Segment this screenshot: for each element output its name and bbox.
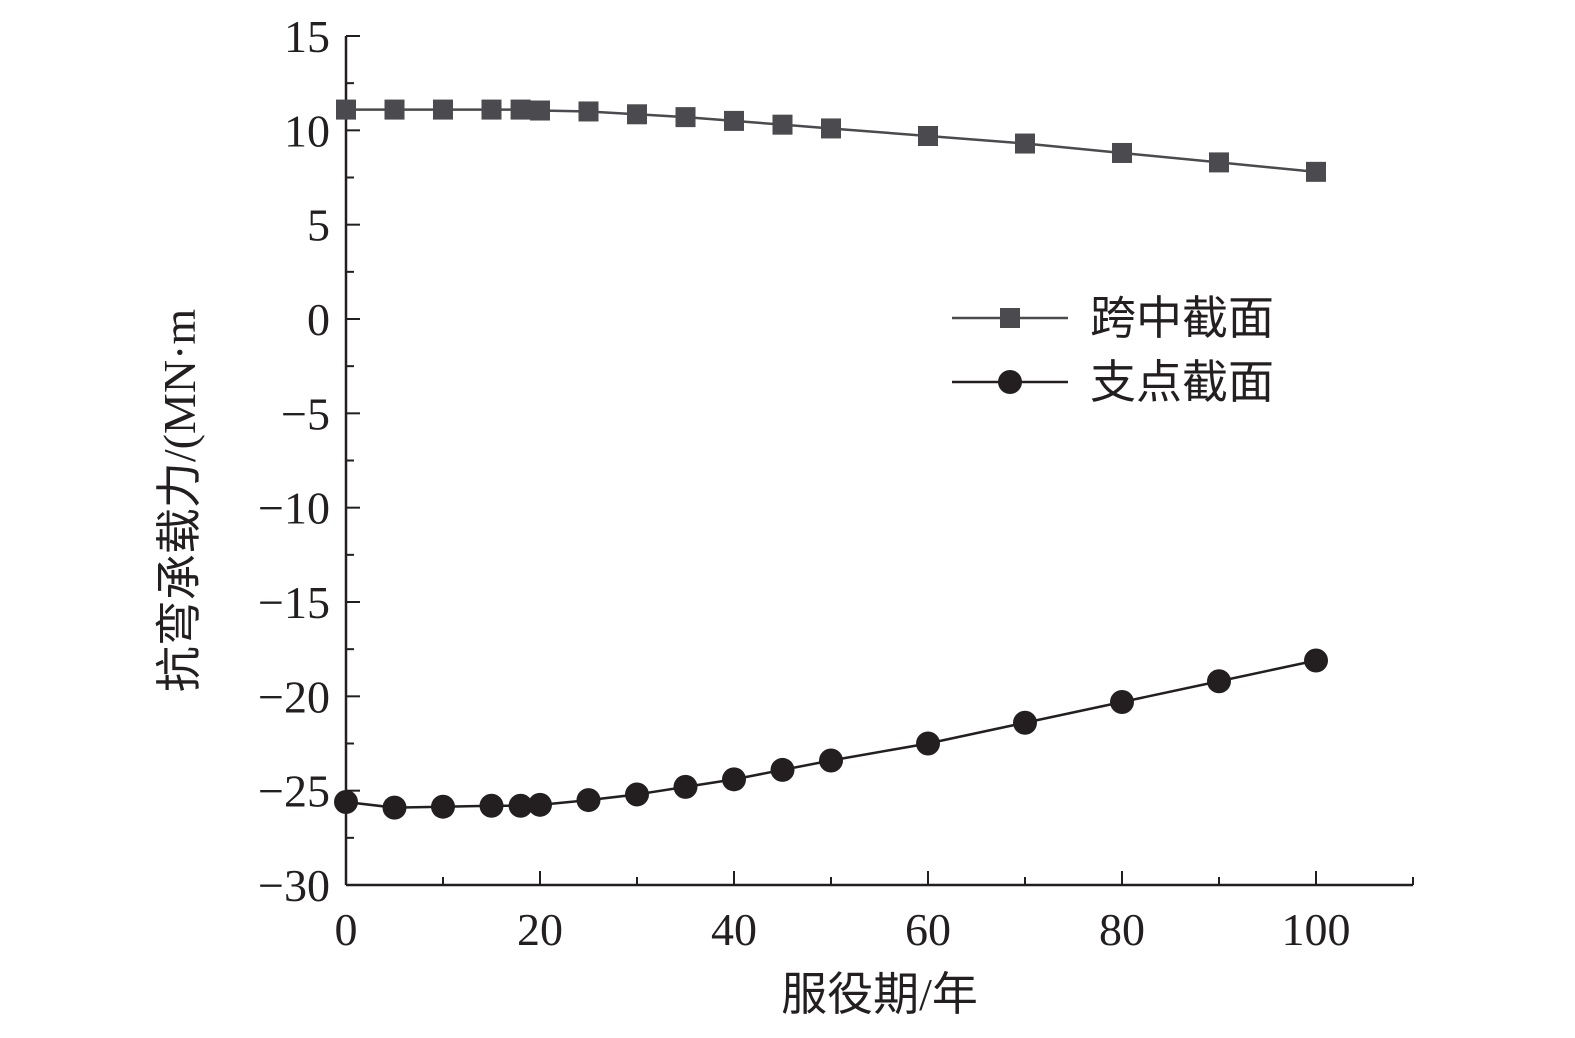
y-axis: 15 10 5 0 −5 −10 −15 −20 −25 −30 [258, 11, 360, 911]
data-point [1207, 669, 1231, 694]
x-tick-label: 40 [711, 904, 757, 955]
data-point [528, 792, 552, 817]
y-tick-label: −20 [258, 671, 330, 722]
data-point [479, 793, 504, 818]
data-point [772, 114, 793, 135]
series-line [345, 659, 1317, 809]
legend-item: 支点截面 [952, 357, 1274, 408]
data-point [508, 793, 533, 818]
data-point [510, 99, 531, 120]
y-tick-label: 0 [307, 294, 330, 345]
y-tick-label: −5 [281, 388, 330, 439]
data-point [576, 788, 601, 813]
data-point [578, 101, 599, 122]
data-point [1112, 142, 1132, 163]
data-point [481, 99, 502, 120]
data-point [1013, 710, 1037, 735]
data-point [724, 110, 744, 131]
data-point [627, 104, 647, 125]
data-point [916, 731, 940, 756]
data-point [770, 757, 795, 782]
series-1 [336, 99, 1326, 182]
legend-marker [998, 370, 1022, 394]
x-tick-label: 0 [335, 904, 358, 955]
data-point [722, 767, 746, 792]
data-point [382, 795, 407, 820]
y-tick-label: −10 [258, 483, 330, 534]
x-tick-label: 100 [1282, 904, 1351, 955]
data-point [530, 100, 550, 121]
legend-label: 跨中截面 [1090, 293, 1274, 344]
data-point [1209, 152, 1229, 173]
y-tick-label: 15 [284, 11, 330, 62]
x-tick-label: 80 [1099, 904, 1145, 955]
data-point [1110, 689, 1134, 714]
y-tick-label: −30 [258, 860, 330, 911]
data-point [384, 99, 405, 120]
y-tick-label: −15 [258, 577, 330, 628]
legend-item: 跨中截面 [952, 293, 1274, 344]
data-point [673, 774, 698, 799]
data-point [819, 748, 843, 773]
y-axis-title: 抗弯承载力/(MN·m [154, 309, 205, 693]
data-point [433, 99, 453, 120]
series-layer [334, 99, 1328, 820]
x-axis-title: 服役期/年 [781, 969, 978, 1020]
plot-frame [344, 36, 1413, 887]
data-point [431, 794, 455, 819]
y-tick-label: 5 [307, 200, 330, 251]
x-tick-label: 20 [517, 904, 563, 955]
legend-label: 支点截面 [1090, 357, 1274, 408]
legend-marker [1000, 308, 1020, 328]
data-point [334, 789, 358, 814]
data-point [675, 107, 696, 128]
data-point [1304, 648, 1328, 673]
series-2 [334, 648, 1328, 820]
data-point [821, 118, 841, 139]
data-point [1306, 161, 1326, 182]
x-axis: 0 20 40 60 80 100 [335, 871, 1414, 955]
x-tick-label: 60 [905, 904, 951, 955]
data-point [625, 782, 649, 807]
y-tick-label: 10 [284, 105, 330, 156]
data-point [918, 125, 938, 146]
data-point [336, 99, 356, 120]
y-tick-label: −25 [258, 766, 330, 817]
data-point [1015, 133, 1035, 154]
